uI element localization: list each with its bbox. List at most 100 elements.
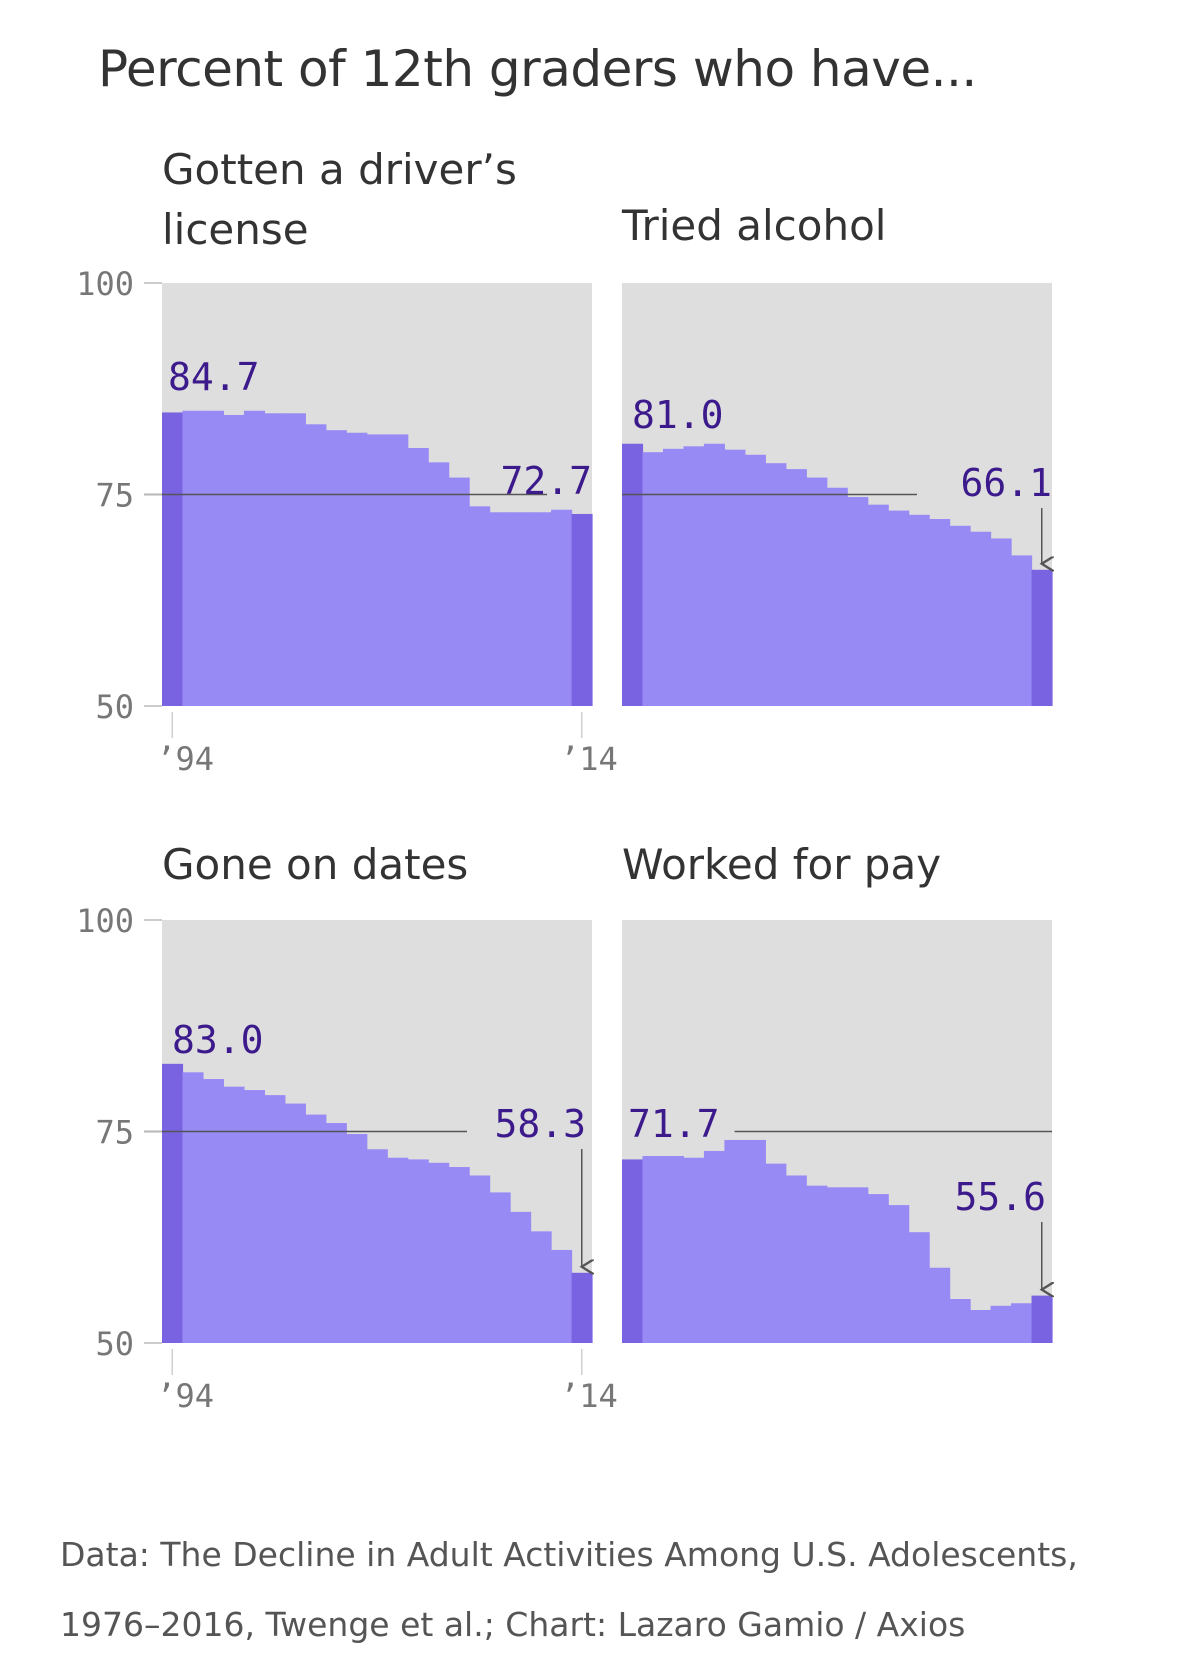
bar-2011: [970, 531, 992, 706]
panel-4: 71.7 55.6: [622, 920, 1053, 1343]
data-label-2014: 55.6: [954, 1175, 1046, 1219]
x-tick-label: ’14: [560, 740, 618, 778]
bar-2011: [510, 512, 532, 706]
bar-1998: [703, 1150, 725, 1343]
bar-2002: [785, 469, 807, 706]
source-line-1: Data: The Decline in Adult Activities Am…: [60, 1535, 1078, 1574]
bar-1996: [662, 448, 685, 706]
bar-2014: [571, 513, 593, 706]
panel-title-gone-on-dates: Gone on dates: [162, 840, 469, 889]
bar-2007: [888, 1205, 910, 1343]
bar-2000: [744, 454, 766, 706]
chart-main-title: Percent of 12th graders who have...: [98, 40, 977, 98]
bar-1995: [642, 452, 664, 706]
bar-1997: [683, 446, 705, 706]
bar-2005: [387, 434, 409, 706]
bar-1996: [202, 1079, 225, 1343]
y-tick-label: 50: [95, 1325, 134, 1363]
bar-2006: [407, 1159, 429, 1343]
bar-1998: [243, 410, 265, 706]
bar-2014: [1031, 569, 1053, 706]
bar-2010: [949, 1299, 971, 1343]
bar-2004: [366, 434, 388, 706]
bar-2006: [867, 504, 889, 706]
bar-2009: [929, 519, 951, 706]
bar-1996: [202, 410, 225, 706]
bar-2005: [847, 497, 869, 706]
y-tick-label: 75: [95, 477, 134, 515]
bar-2000: [284, 1103, 306, 1343]
source-line-2: 1976–2016, Twenge et al.; Chart: Lazaro …: [60, 1605, 966, 1644]
bar-2003: [806, 1185, 828, 1343]
bar-1995: [182, 1072, 204, 1343]
panel-title-worked-for-pay: Worked for pay: [622, 840, 942, 889]
bar-2001: [305, 424, 327, 706]
y-tick-label: 50: [95, 688, 134, 726]
bar-2004: [366, 1149, 388, 1343]
bar-1994: [162, 412, 184, 706]
bar-1997: [223, 1086, 245, 1343]
bar-2001: [765, 463, 787, 706]
bar-2013: [1011, 555, 1033, 706]
y-tick-label: 100: [76, 265, 134, 303]
bar-1998: [243, 1090, 265, 1343]
bar-2009: [469, 1175, 491, 1343]
bar-2006: [407, 447, 429, 706]
bar-2013: [551, 1249, 573, 1343]
bar-2000: [284, 413, 306, 706]
data-label-2014: 66.1: [960, 461, 1052, 505]
bar-2013: [551, 509, 573, 706]
bar-2005: [847, 1187, 869, 1343]
data-label-2014: 58.3: [494, 1102, 586, 1146]
bar-2008: [448, 477, 470, 706]
bar-2001: [765, 1163, 787, 1343]
bar-2012: [530, 1231, 552, 1343]
bar-2014: [1031, 1295, 1053, 1343]
bar-2010: [489, 512, 511, 706]
bar-2012: [990, 1305, 1012, 1343]
bar-1996: [662, 1156, 685, 1343]
bar-2006: [867, 1194, 889, 1343]
bar-2011: [970, 1310, 992, 1343]
bar-1995: [642, 1156, 664, 1343]
panel-2: 81.0 66.1: [622, 283, 1053, 706]
x-tick-label: ’94: [156, 1377, 214, 1415]
bar-2009: [929, 1267, 951, 1343]
bar-2003: [346, 432, 368, 706]
data-label-2014: 72.7: [500, 459, 592, 503]
panel-3: 83.0 58.3 100 75 50 ’94 ’14: [76, 902, 618, 1415]
bar-2007: [428, 1162, 450, 1343]
panel-1: 84.7 72.7 100 75 50 ’94 ’14: [76, 265, 618, 778]
y-tick-label: 75: [95, 1114, 134, 1152]
bar-2009: [469, 506, 491, 706]
bar-2008: [908, 514, 930, 706]
bar-1994: [622, 1159, 644, 1343]
bar-2010: [489, 1192, 511, 1343]
x-tick-label: ’14: [560, 1377, 618, 1415]
bar-2003: [346, 1134, 368, 1343]
bar-1999: [264, 1095, 286, 1343]
bar-1999: [724, 1139, 746, 1343]
data-label-1994: 83.0: [172, 1018, 264, 1062]
bar-2014: [571, 1272, 593, 1343]
bar-2003: [806, 477, 828, 706]
bar-1997: [683, 1157, 705, 1343]
bar-2007: [428, 462, 450, 706]
panel-title-tried-alcohol: Tried alcohol: [622, 201, 887, 250]
bar-2002: [325, 1123, 347, 1343]
bar-2004: [826, 1187, 848, 1343]
data-label-1994: 71.7: [628, 1102, 720, 1146]
bar-2013: [1011, 1303, 1033, 1343]
bar-2005: [387, 1157, 409, 1343]
bar-2002: [325, 430, 347, 706]
bar-2000: [744, 1139, 766, 1343]
data-label-1994: 84.7: [168, 355, 260, 399]
bar-2008: [448, 1167, 470, 1343]
y-tick-label: 100: [76, 902, 134, 940]
x-tick-label: ’94: [156, 740, 214, 778]
bar-2001: [305, 1114, 327, 1343]
bar-2011: [510, 1211, 532, 1343]
bar-2007: [888, 510, 910, 706]
bar-1999: [264, 413, 286, 706]
